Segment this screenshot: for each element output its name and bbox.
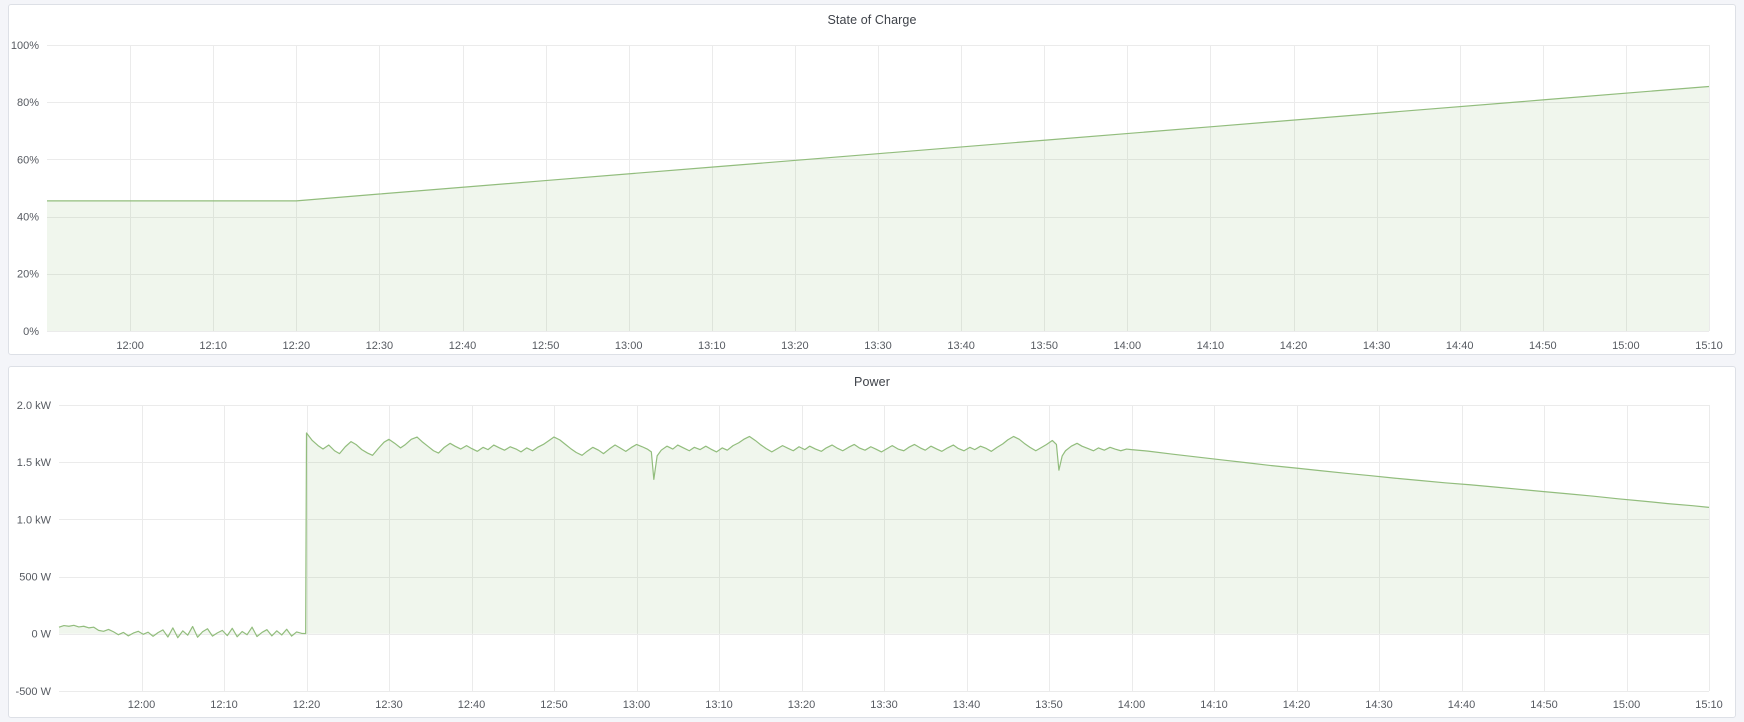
x-axis-tick-label: 13:50	[1030, 340, 1058, 352]
x-axis-tick-label: 12:30	[375, 699, 403, 711]
y-axis-tick-label: 0%	[23, 326, 39, 338]
x-axis-tick-label: 13:20	[788, 699, 816, 711]
y-axis-tick-label: 60%	[17, 154, 39, 166]
series-area-fill	[59, 433, 1709, 638]
y-axis-tick-label: 100%	[11, 40, 39, 52]
x-axis-tick-label: 14:10	[1197, 340, 1225, 352]
x-axis-tick-label: 13:30	[864, 340, 892, 352]
x-axis-tick-label: 14:20	[1280, 340, 1308, 352]
x-axis-tick-label: 12:10	[199, 340, 227, 352]
x-axis-tick-label: 13:40	[953, 699, 981, 711]
x-axis-tick-label: 15:00	[1612, 340, 1640, 352]
panel-state-of-charge: State of Charge 0% 20% 40% 60% 80% 100% 12:00 1…	[8, 4, 1736, 355]
x-axis-tick-label: 15:00	[1613, 699, 1641, 711]
x-axis-tick-label: 14:30	[1365, 699, 1393, 711]
y-axis-tick-label: 80%	[17, 97, 39, 109]
y-axis-tick-label: 0 W	[31, 629, 51, 641]
x-axis-tick-label: 14:50	[1529, 340, 1557, 352]
chart-canvas: 0% 20% 40% 60% 80% 100% 12:00 12:10 12:20 12:30 12…	[11, 40, 1723, 352]
x-axis-tick-label: 13:50	[1035, 699, 1063, 711]
power-chart[interactable]: -500 W 0 W 500 W 1.0 kW 1.5 kW 2.0 kW 12:00 12:…	[9, 397, 1735, 717]
x-axis-tick-label: 12:20	[283, 340, 311, 352]
x-axis-tick-label: 14:00	[1118, 699, 1146, 711]
x-axis-tick-label: 12:50	[532, 340, 560, 352]
y-axis-tick-label: 1.5 kW	[17, 457, 52, 469]
x-axis-tick-label: 12:50	[540, 699, 568, 711]
series-area-fill	[47, 86, 1709, 331]
x-axis-tick-label: 14:40	[1446, 340, 1474, 352]
y-axis-tick-label: 40%	[17, 211, 39, 223]
y-axis-tick-label: -500 W	[16, 686, 52, 698]
panel-power: Power -500 W 0 W 500 W 1.0 kW 1.5 kW 2.0 kW 12…	[8, 366, 1736, 718]
x-axis-tick-label: 12:00	[128, 699, 156, 711]
x-axis-tick-label: 14:20	[1283, 699, 1311, 711]
x-axis-tick-label: 13:10	[698, 340, 726, 352]
x-axis-tick-label: 12:40	[449, 340, 477, 352]
x-axis-tick-label: 14:10	[1200, 699, 1228, 711]
y-axis-tick-label: 20%	[17, 269, 39, 281]
x-axis-tick-label: 13:30	[870, 699, 898, 711]
x-axis-tick-label: 12:20	[293, 699, 321, 711]
x-axis-tick-label: 13:20	[781, 340, 809, 352]
x-axis-tick-label: 14:40	[1448, 699, 1476, 711]
x-axis-tick-label: 15:10	[1695, 699, 1723, 711]
x-axis-tick-label: 12:30	[366, 340, 394, 352]
x-axis-tick-label: 13:40	[947, 340, 975, 352]
x-axis-tick-label: 14:50	[1530, 699, 1558, 711]
x-axis-tick-label: 12:10	[210, 699, 238, 711]
x-axis-tick-label: 12:00	[116, 340, 144, 352]
series-line	[47, 85, 1710, 202]
x-axis-tick-label: 13:00	[615, 340, 643, 352]
panel-title-power[interactable]: Power	[854, 375, 890, 389]
x-axis-tick-label: 12:40	[458, 699, 486, 711]
y-axis-tick-label: 500 W	[19, 571, 51, 583]
x-axis-tick-label: 13:10	[705, 699, 733, 711]
x-axis-tick-label: 14:00	[1114, 340, 1142, 352]
x-axis-tick-label: 15:10	[1695, 340, 1723, 352]
x-axis-tick-label: 14:30	[1363, 340, 1391, 352]
chart-canvas: -500 W 0 W 500 W 1.0 kW 1.5 kW 2.0 kW 12:00 12:…	[16, 400, 1723, 711]
y-axis-tick-label: 1.0 kW	[17, 514, 52, 526]
panel-title-state-of-charge[interactable]: State of Charge	[827, 13, 917, 27]
y-axis-tick-label: 2.0 kW	[17, 400, 52, 412]
state-of-charge-chart[interactable]: 0% 20% 40% 60% 80% 100% 12:00 12:10 12:20 12:30 12…	[9, 35, 1735, 354]
series-line	[58, 432, 1710, 639]
x-axis-tick-label: 13:00	[623, 699, 651, 711]
